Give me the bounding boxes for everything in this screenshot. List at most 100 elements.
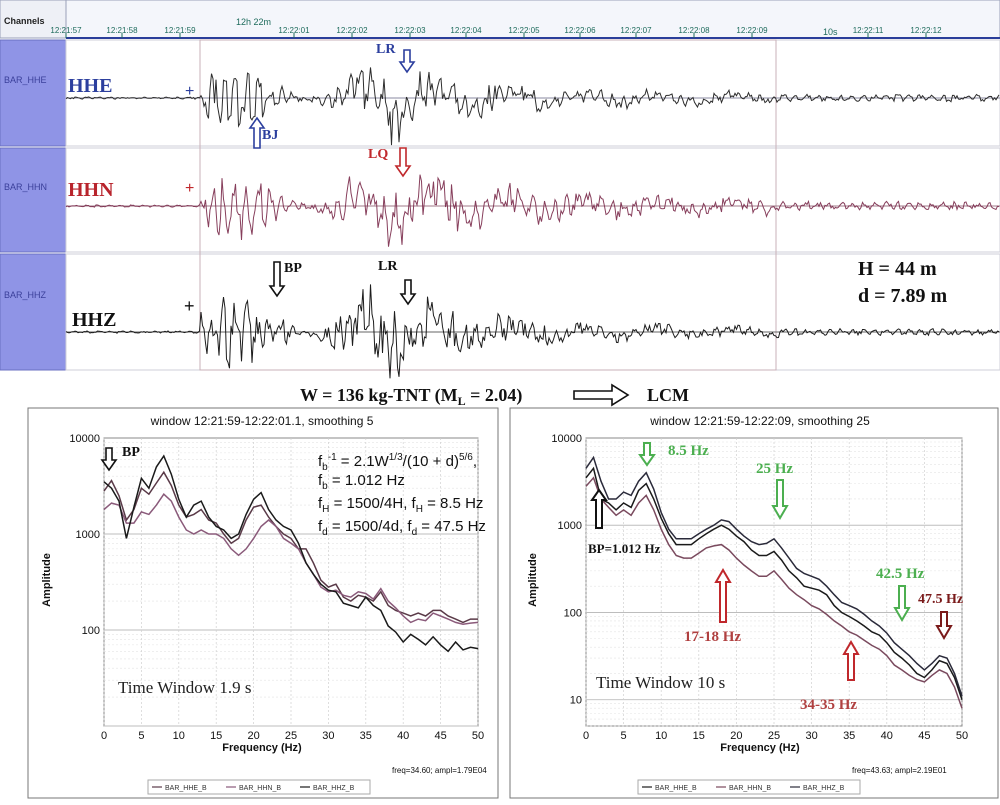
- channel-hhz-id: BAR_HHZ: [4, 290, 47, 300]
- legend-label: BAR_HHN_B: [729, 785, 771, 792]
- y-tick-label: 100: [82, 625, 100, 637]
- formula-line-1: fb-1 = 2.1W1/3/(10 + d)5/6,: [318, 452, 477, 473]
- x-tick-label: 20: [247, 730, 259, 742]
- y-tick-label: 10000: [551, 433, 582, 445]
- time-window-left: Time Window 1.9 s: [118, 678, 251, 697]
- phase-label-lr-hhz: LR: [378, 259, 398, 274]
- time-tick-label: 12:22:09: [736, 26, 768, 35]
- up-arrow-icon: [590, 488, 608, 529]
- channel-hhn-label: HHN: [68, 179, 114, 201]
- x-tick-label: 30: [805, 730, 817, 742]
- plus-marker-hhz: +: [184, 296, 195, 316]
- chart-right-readout: freq=43.63; ampl=2.19E01: [852, 766, 947, 775]
- x-tick-label: 5: [621, 730, 627, 742]
- channel-hhe[interactable]: BAR_HHE: [0, 39, 1000, 147]
- y-tick-label: 100: [564, 607, 582, 619]
- minute-label: 12h 22m: [236, 17, 271, 27]
- time-tick-label: 12:22:01: [278, 26, 310, 35]
- chart-left-xlabel: Frequency (Hz): [222, 742, 302, 754]
- time-tick-label: 12:21:58: [106, 26, 138, 35]
- x-tick-label: 45: [434, 730, 446, 742]
- down-arrow-icon: [394, 147, 412, 178]
- up-arrow-icon: [248, 116, 266, 149]
- x-tick-label: 25: [285, 730, 297, 742]
- series-line-BAR_HHN_B: [585, 476, 963, 709]
- phase-lr-hhz: LR: [378, 259, 417, 306]
- time-tick-label: 12:21:57: [50, 26, 82, 35]
- selection-window[interactable]: [199, 39, 777, 371]
- y-tick-label: 10000: [69, 433, 100, 445]
- x-tick-label: 40: [881, 730, 893, 742]
- formula-line-4: fd = 1500/4d, fd = 47.5 Hz: [318, 518, 486, 538]
- formula-line-3: fH = 1500/4H, fH = 8.5 Hz: [318, 495, 483, 515]
- down-arrow-icon: [398, 49, 416, 74]
- x-tick-label: 10: [655, 730, 667, 742]
- summary-line: W = 136 kg-TNT (ML = 2.04) LCM: [300, 383, 689, 408]
- chart-left-title: window 12:21:59-12:22:01.1, smoothing 5: [150, 414, 374, 428]
- phase-lq-hhn: LQ: [368, 147, 412, 178]
- marker-10s: 10s: [823, 27, 838, 37]
- summary-suffix: = 2.04): [466, 385, 523, 406]
- phase-label-bj-hhe: BJ: [262, 128, 278, 143]
- time-tick-label: 12:22:04: [450, 26, 482, 35]
- bp-label-right: BP=1.012 Hz: [588, 541, 661, 556]
- bp-label-left: BP: [122, 445, 140, 460]
- phase-label-lr-hhe: LR: [376, 42, 396, 57]
- right-arrow-icon: [573, 383, 630, 407]
- x-tick-label: 20: [730, 730, 742, 742]
- phase-lr-hhe: LR: [376, 42, 416, 74]
- y-tick-label: 10: [570, 695, 582, 707]
- chart-left-readout: freq=34.60; ampl=1.79E04: [392, 766, 487, 775]
- series-line-BAR_HHZ_B: [103, 454, 479, 653]
- x-tick-label: 0: [101, 730, 107, 742]
- legend-label: BAR_HHE_B: [165, 785, 207, 792]
- waveform-line: [65, 284, 1000, 379]
- svg-text:W = 136 kg-TNT (ML = 2.04): W = 136 kg-TNT (ML = 2.04): [300, 385, 522, 408]
- x-tick-label: 50: [956, 730, 968, 742]
- chart-left-legend: [147, 779, 371, 795]
- time-tick-label: 12:21:59: [164, 26, 196, 35]
- time-tick-label: 12:22:08: [678, 26, 710, 35]
- series-line-BAR_HHZ_B: [585, 455, 963, 697]
- waveform-traces: [65, 67, 1000, 379]
- x-tick-label: 35: [360, 730, 372, 742]
- x-tick-label: 45: [918, 730, 930, 742]
- legend-label: BAR_HHZ_B: [313, 785, 355, 792]
- time-tick-label: 12:22:03: [394, 26, 426, 35]
- x-tick-label: 15: [210, 730, 222, 742]
- x-tick-label: 25: [768, 730, 780, 742]
- phase-label-lq-hhn: LQ: [368, 147, 388, 162]
- down-arrow-icon: [771, 479, 789, 520]
- peak-label-17-18: 17-18 Hz: [684, 629, 741, 645]
- down-arrow-icon: [638, 442, 656, 467]
- waveform-line: [65, 174, 1000, 247]
- chart-right-xlabel: Frequency (Hz): [720, 742, 800, 754]
- x-tick-label: 40: [397, 730, 409, 742]
- param-depth: H = 44 m: [858, 258, 937, 280]
- spectrum-panel-right: window 12:21:59-12:22:09, smoothing 25 0…: [509, 407, 999, 799]
- down-arrow-icon: [100, 447, 118, 472]
- down-arrow-icon: [935, 611, 953, 640]
- peak-label-42-5: 42.5 Hz: [876, 566, 925, 582]
- time-tick-label: 12:22:07: [620, 26, 652, 35]
- peak-label-8-5: 8.5 Hz: [668, 443, 709, 459]
- peak-label-25: 25 Hz: [756, 461, 793, 477]
- time-tick-label: 12:22:02: [336, 26, 368, 35]
- x-tick-label: 30: [322, 730, 334, 742]
- channel-hhz[interactable]: BAR_HHZ: [0, 253, 1000, 371]
- summary-prefix: W = 136 kg-TNT (M: [300, 385, 458, 406]
- legend-label: BAR_HHN_B: [239, 785, 281, 792]
- series-line-BAR_HHE_B: [585, 466, 963, 700]
- time-tick-label: 12:22:05: [508, 26, 540, 35]
- up-arrow-icon: [714, 568, 732, 623]
- time-tick-label: 12:22:11: [853, 26, 884, 35]
- plus-marker-hhe: +: [185, 83, 194, 100]
- summary-target: LCM: [647, 385, 689, 405]
- phase-bj-hhe: BJ: [248, 116, 278, 149]
- phase-bp-hhz: BP: [268, 261, 302, 298]
- plus-marker-hhn: +: [185, 180, 194, 197]
- y-tick-label: 1000: [76, 529, 100, 541]
- x-tick-label: 0: [583, 730, 589, 742]
- series-line-BAR_HHE_B: [103, 470, 478, 624]
